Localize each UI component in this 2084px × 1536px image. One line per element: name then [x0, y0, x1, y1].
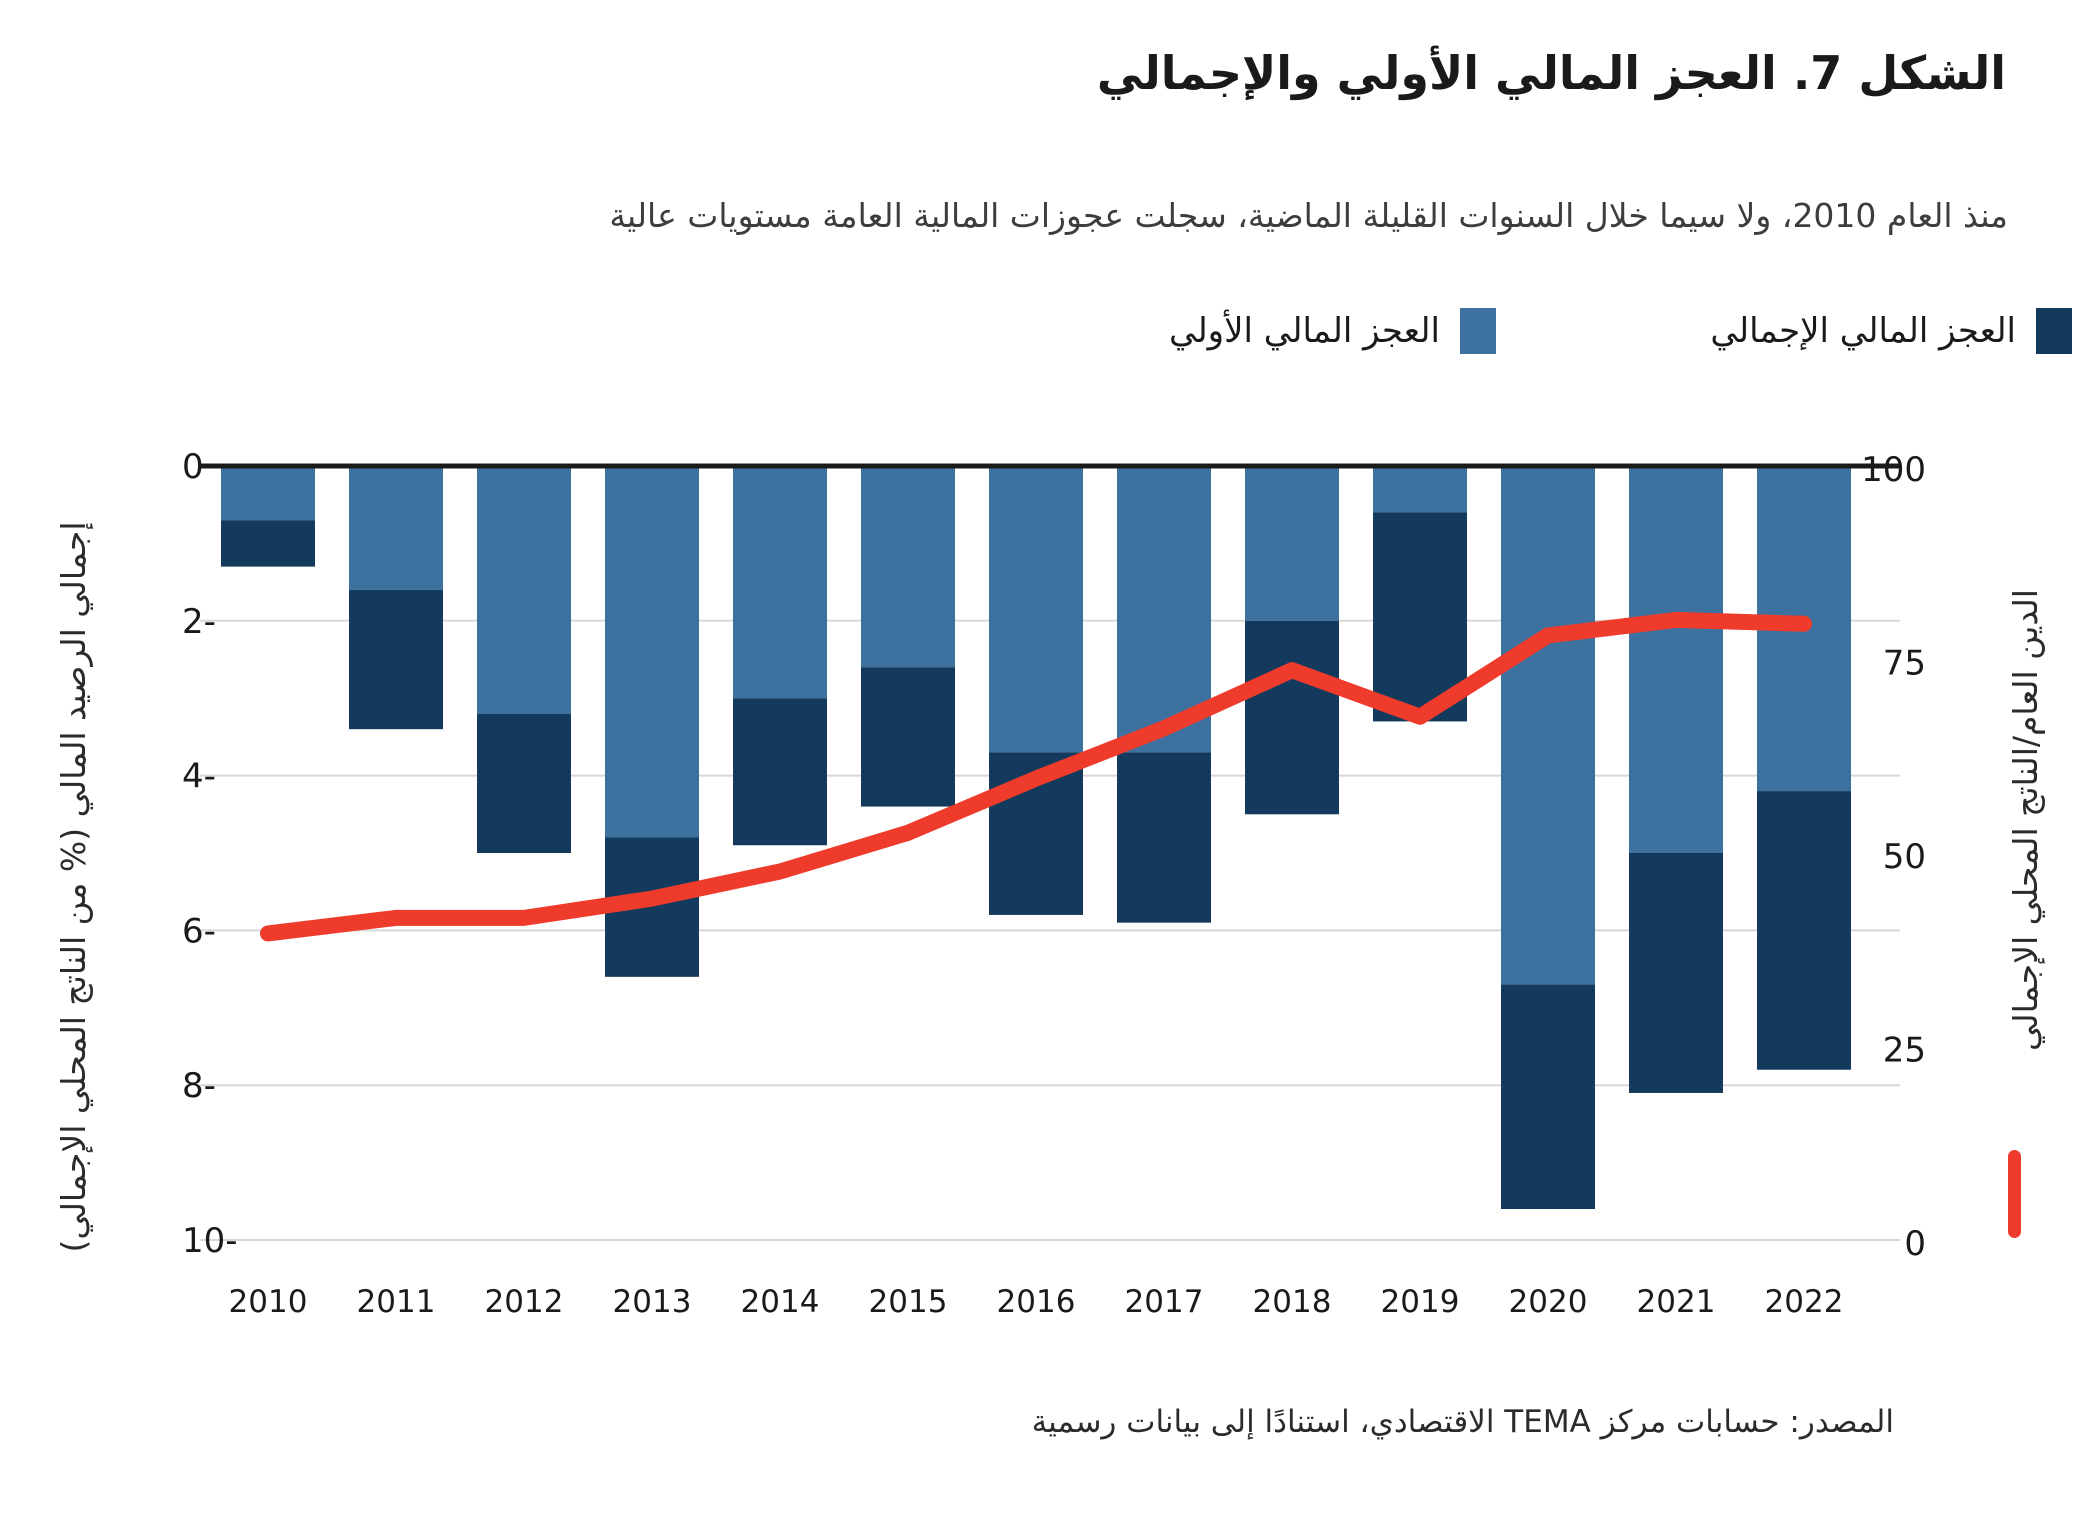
right-tick-50: 50 [1883, 837, 1926, 877]
bar-overall-2020 [1501, 984, 1595, 1210]
bar-overall-2021 [1629, 853, 1723, 1093]
left-tick--2: -2 [182, 602, 216, 642]
bar-overall-2017 [1117, 752, 1211, 923]
bar-primary-2012 [477, 466, 571, 714]
bar-overall-2014 [733, 698, 827, 846]
legend-swatch-overall-deficit [2036, 308, 2072, 354]
legend-label-primary-deficit: العجز المالي الأولي [1168, 311, 1440, 351]
x-tick-2018: 2018 [1253, 1284, 1332, 1320]
bar-primary-2014 [733, 466, 827, 699]
x-tick-2016: 2016 [997, 1284, 1076, 1320]
x-tick-2015: 2015 [869, 1284, 948, 1320]
x-tick-2012: 2012 [485, 1284, 564, 1320]
x-tick-2014: 2014 [741, 1284, 820, 1320]
x-tick-2013: 2013 [613, 1284, 692, 1320]
bar-primary-2011 [349, 466, 443, 590]
chart-subtitle: منذ العام 2010، ولا سيما خلال السنوات ال… [609, 196, 2008, 235]
bar-overall-2011 [349, 589, 443, 730]
x-tick-2022: 2022 [1765, 1284, 1844, 1320]
bar-overall-2010 [221, 520, 315, 567]
legend-swatch-primary-deficit [1460, 308, 1496, 354]
x-tick-2021: 2021 [1637, 1284, 1716, 1320]
bar-primary-2020 [1501, 466, 1595, 985]
debt-line [260, 611, 1812, 942]
right-tick-100: 100 [1861, 450, 1926, 490]
bar-primary-2015 [861, 466, 955, 668]
left-tick--4: -4 [182, 757, 216, 797]
bar-primary-2018 [1245, 466, 1339, 621]
legend-item-overall-deficit: العجز المالي الإجمالي [1710, 308, 2072, 354]
bar-overall-2012 [477, 713, 571, 853]
bar-overall-2018 [1245, 620, 1339, 815]
x-tick-2019: 2019 [1381, 1284, 1460, 1320]
bar-primary-2021 [1629, 466, 1723, 853]
left-axis-title: إجمالي الرصيد المالي (% من الناتج المحلي… [54, 521, 93, 1253]
right-axis-title: الدين العام/الناتج المحلي الإجمالي [2006, 589, 2045, 1051]
legend-label-overall-deficit: العجز المالي الإجمالي [1710, 311, 2016, 351]
x-tick-2011: 2011 [357, 1284, 436, 1320]
x-tick-2017: 2017 [1125, 1284, 1204, 1320]
right-tick-75: 75 [1883, 644, 1926, 684]
x-tick-2020: 2020 [1509, 1284, 1588, 1320]
bar-primary-2017 [1117, 466, 1211, 753]
left-tick--8: -8 [182, 1066, 216, 1106]
bar-primary-2010 [221, 466, 315, 521]
x-tick-2010: 2010 [229, 1284, 308, 1320]
debt-line-legend-mark [2008, 1150, 2021, 1238]
bar-overall-2015 [861, 667, 955, 807]
left-tick--10: -10 [182, 1221, 238, 1261]
bar-primary-2013 [605, 466, 699, 838]
bar-overall-2019 [1373, 512, 1467, 722]
bar-primary-2016 [989, 466, 1083, 753]
left-tick--6: -6 [182, 911, 216, 951]
source-note: المصدر: حسابات مركز TEMA الاقتصادي، استن… [1031, 1404, 1894, 1440]
right-tick-25: 25 [1883, 1031, 1926, 1071]
chart-title: الشكل 7. العجز المالي الأولي والإجمالي [1096, 46, 2006, 100]
legend-item-primary-deficit: العجز المالي الأولي [1169, 308, 1496, 354]
right-tick-0: 0 [1904, 1224, 1926, 1264]
left-tick-0: 0 [182, 447, 204, 487]
bar-primary-2019 [1373, 466, 1467, 513]
bar-overall-2022 [1757, 791, 1851, 1070]
